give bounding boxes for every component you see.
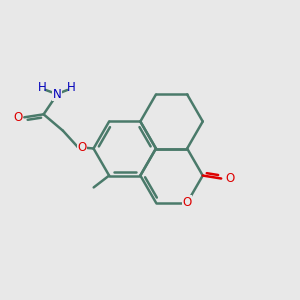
Text: H: H bbox=[67, 81, 75, 94]
Text: O: O bbox=[225, 172, 234, 185]
Text: O: O bbox=[78, 140, 87, 154]
Text: O: O bbox=[13, 111, 22, 124]
Text: O: O bbox=[182, 196, 192, 209]
Text: H: H bbox=[38, 81, 46, 94]
Text: N: N bbox=[52, 88, 61, 100]
